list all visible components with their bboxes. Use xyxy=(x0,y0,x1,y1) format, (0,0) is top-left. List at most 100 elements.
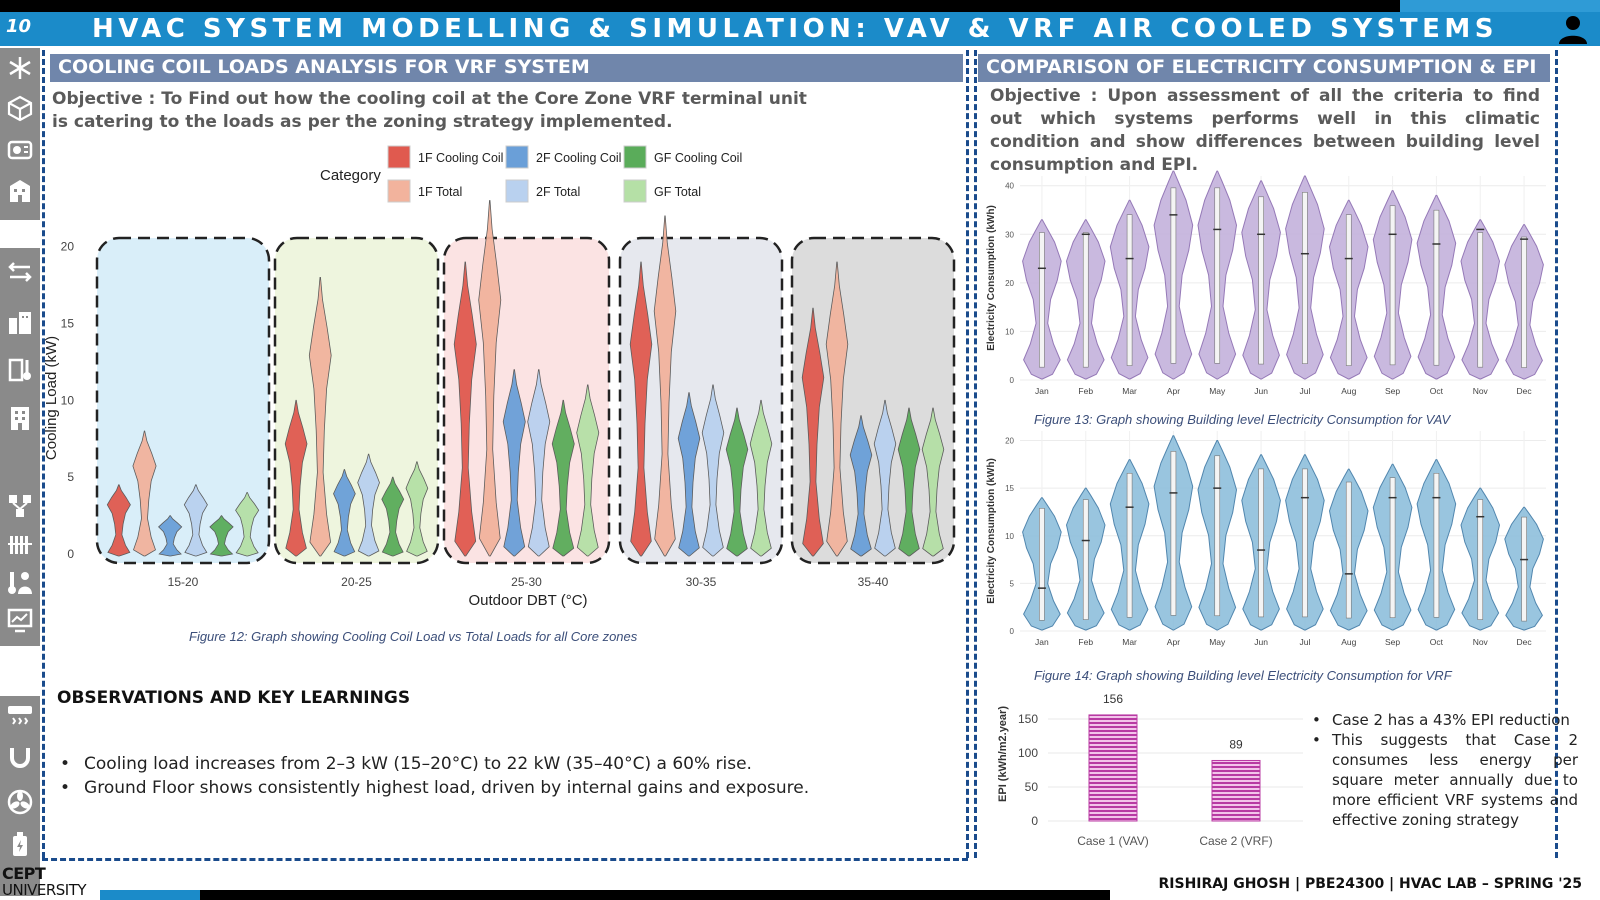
fig14-box-apr xyxy=(1170,451,1177,616)
epi-chart: 0 50 100 150 200 EPI (kWh/m2.year) 156 Case 1 (… xyxy=(997,690,1303,848)
epi-ytick-label: 50 xyxy=(1025,780,1039,794)
fig12-legend-title: Category xyxy=(320,167,381,184)
ac-unit-icon[interactable] xyxy=(6,702,34,730)
fig14-xtick-label: Jul xyxy=(1299,637,1310,647)
fig13-box-aug xyxy=(1345,214,1352,366)
fig14-box-nov xyxy=(1477,499,1484,620)
epi-ytick-label: 100 xyxy=(1018,746,1038,760)
office-building-icon[interactable] xyxy=(6,404,34,432)
snowflake-icon[interactable] xyxy=(6,54,34,82)
monitor-chart-icon[interactable] xyxy=(6,606,34,634)
fig13-box-jul xyxy=(1302,192,1308,364)
fig14-box-aug xyxy=(1345,481,1352,619)
fig14-xtick-label: Oct xyxy=(1430,637,1444,647)
epi-ytick-label: 200 xyxy=(1018,690,1038,692)
footer-accent xyxy=(100,890,200,900)
fig14-xtick-label: Aug xyxy=(1341,637,1356,647)
fig12-violin-1f-cooling-coil xyxy=(801,307,825,557)
fig12-xtick-label: 30-35 xyxy=(686,575,717,589)
fig13-xtick-label: Oct xyxy=(1430,386,1444,396)
epi-data-label: 89 xyxy=(1229,737,1243,751)
fig13-xtick-label: Apr xyxy=(1167,386,1180,396)
page-title: HVAC SYSTEM MODELLING & SIMULATION: VAV … xyxy=(92,14,1498,44)
fig12-violin-2f-total xyxy=(183,484,208,557)
observations-list: Cooling load increases from 2–3 kW (15–2… xyxy=(60,752,809,800)
fig13-ytick-label: 20 xyxy=(1005,279,1014,288)
fig12-violin-2f-cooling-coil xyxy=(333,469,356,557)
occupant-temperature-icon[interactable] xyxy=(6,568,34,596)
right-objective: Objective : Upon assessment of all the c… xyxy=(990,86,1540,175)
epi-findings: Case 2 has a 43% EPI reduction This sugg… xyxy=(1310,710,1578,830)
epi-data-label: 156 xyxy=(1103,692,1123,706)
fig13-xtick-label: Mar xyxy=(1122,386,1137,396)
temperature-icon[interactable] xyxy=(6,356,34,384)
fig12-violin-1f-total xyxy=(653,215,677,557)
fig14-xtick-label: May xyxy=(1209,637,1226,647)
fig14-ytick-label: 10 xyxy=(1005,532,1014,541)
fan-icon[interactable] xyxy=(6,788,34,816)
logo-line1: CEPT xyxy=(2,864,46,883)
fig12-legend-label: 2F Total xyxy=(536,185,580,199)
fig13-xtick-label: Feb xyxy=(1078,386,1093,396)
fig12-legend-label: 1F Cooling Coil xyxy=(418,151,503,165)
fig13-xtick-label: Jan xyxy=(1035,386,1049,396)
fig13-box-mar xyxy=(1126,214,1133,366)
fig12-violin-gf-total xyxy=(749,399,773,557)
fig12-violin-1f-cooling-coil xyxy=(629,261,653,557)
network-icon[interactable] xyxy=(6,492,34,520)
fig12-legend-swatch xyxy=(387,179,411,203)
airflow-icon[interactable] xyxy=(6,258,34,286)
fig13-box-jun xyxy=(1258,196,1264,365)
fig14-ytick-label: 0 xyxy=(1010,627,1015,636)
fig12-legend-swatch xyxy=(505,145,529,169)
fig12-ytick-label: 0 xyxy=(67,547,74,561)
fig12-legend-swatch xyxy=(505,179,529,203)
fig12-violin-gf-total xyxy=(235,492,260,557)
top-strip xyxy=(0,0,1600,12)
city-icon[interactable] xyxy=(6,308,34,336)
fig14-y-axis-label: Electricity Consumption (kWh) xyxy=(986,458,997,604)
fig14-xtick-label: Sep xyxy=(1385,637,1400,647)
fig12-legend-swatch xyxy=(387,145,411,169)
fig14-box-feb xyxy=(1082,499,1089,620)
cept-logo[interactable]: CEPT UNIVERSITY xyxy=(2,866,98,900)
fig13-chart: 0 10 20 30 40 Electricity Consumption (kWh) Ja… xyxy=(986,170,1546,396)
fig13-xtick-label: Jul xyxy=(1299,386,1310,396)
building-icon[interactable] xyxy=(6,176,34,204)
fig13-xtick-label: Jun xyxy=(1254,386,1268,396)
fig12-violin-1f-total xyxy=(478,200,502,557)
fig13-box-oct xyxy=(1433,209,1440,366)
fig12-legend-label: GF Total xyxy=(654,185,701,199)
cube-icon[interactable] xyxy=(6,94,34,122)
radiator-icon[interactable] xyxy=(6,530,34,558)
epi-y-axis-label: EPI (kWh/m2.year) xyxy=(997,706,1009,802)
fig14-xtick-label: Jun xyxy=(1254,637,1268,647)
battery-icon[interactable] xyxy=(6,830,34,858)
thermostat-icon[interactable] xyxy=(6,136,34,164)
fig12-violin-1f-total xyxy=(132,430,157,557)
magnet-icon[interactable] xyxy=(6,744,34,772)
user-icon[interactable] xyxy=(1556,14,1590,44)
top-strip-accent xyxy=(1400,0,1600,12)
fig12-violin-gf-cooling-coil xyxy=(381,476,405,557)
observation-item: Ground Floor shows consistently highest … xyxy=(60,776,809,800)
fig14-xtick-label: Jan xyxy=(1035,637,1049,647)
fig13-ytick-label: 30 xyxy=(1005,230,1014,239)
fig12-violin-gf-cooling-coil xyxy=(209,515,234,557)
fig14-xtick-label: Feb xyxy=(1078,637,1093,647)
fig12-ytick-label: 20 xyxy=(61,240,75,254)
fig12-violin-1f-cooling-coil xyxy=(453,261,477,557)
fig12-violin-1f-cooling-coil xyxy=(284,399,308,557)
fig12-xtick-label: 15-20 xyxy=(168,575,199,589)
fig13-box-dec xyxy=(1521,236,1527,368)
epi-ytick-label: 150 xyxy=(1018,712,1038,726)
observation-item: Cooling load increases from 2–3 kW (15–2… xyxy=(60,752,809,776)
sidebar xyxy=(0,48,40,896)
fig14-box-jul xyxy=(1302,468,1308,618)
fig13-box-feb xyxy=(1082,232,1089,368)
left-section-title: COOLING COIL LOADS ANALYSIS FOR VRF SYST… xyxy=(50,54,963,82)
epi-xtick-label: Case 1 (VAV) xyxy=(1077,834,1149,848)
epi-ytick-label: 0 xyxy=(1031,814,1038,828)
left-bottom-border xyxy=(42,858,968,861)
fig12-violin-2f-total xyxy=(527,369,551,557)
